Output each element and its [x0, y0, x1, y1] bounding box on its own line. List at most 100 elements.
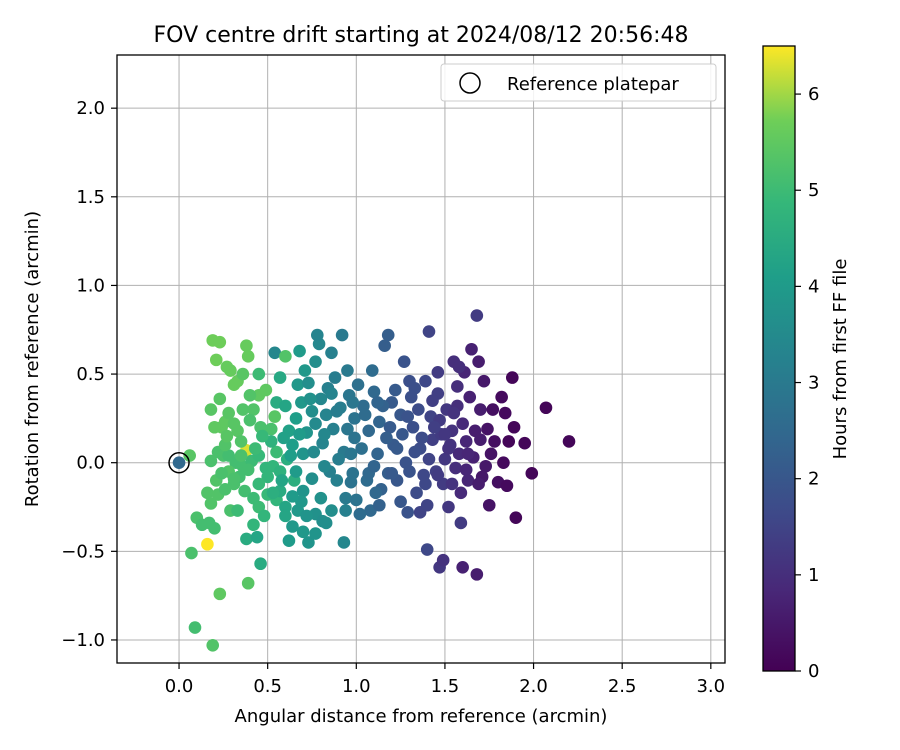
data-point-253 — [293, 428, 306, 441]
data-point-181 — [505, 371, 519, 384]
data-point-260 — [380, 431, 393, 445]
data-point-261 — [396, 428, 409, 441]
data-point-96 — [311, 328, 324, 342]
data-point-160 — [463, 390, 477, 404]
data-point-83 — [291, 378, 305, 392]
data-point-281 — [252, 477, 266, 491]
data-point-273 — [403, 465, 416, 478]
data-point-103 — [339, 491, 352, 505]
data-point-211 — [277, 431, 290, 445]
data-point-9 — [241, 350, 255, 363]
data-point-8 — [240, 339, 253, 353]
data-point-173 — [486, 403, 500, 416]
data-point-82 — [289, 412, 303, 425]
data-point-110 — [355, 442, 368, 455]
data-point-72 — [296, 484, 310, 498]
data-point-22 — [243, 389, 257, 402]
data-point-92 — [314, 392, 328, 406]
data-point-108 — [350, 493, 363, 507]
data-point-245 — [298, 364, 312, 377]
data-point-152 — [449, 461, 462, 475]
data-point-278 — [472, 477, 485, 491]
x-tick-label-2: 1.0 — [342, 676, 371, 697]
y-tick-label-4: 1.0 — [76, 275, 105, 296]
data-point-27 — [204, 454, 218, 468]
y-tick-label-6: 2.0 — [76, 98, 105, 119]
data-point-185 — [525, 467, 539, 480]
colorbar-gradient — [762, 45, 796, 672]
data-point-88 — [305, 404, 319, 418]
data-point-101 — [335, 328, 349, 342]
data-point-249 — [236, 367, 250, 381]
data-point-11 — [259, 383, 273, 397]
colorbar-tick-label-3: 3 — [808, 373, 819, 394]
data-point-57 — [208, 521, 221, 535]
data-point-193 — [470, 568, 484, 581]
data-point-205 — [318, 459, 331, 473]
data-point-234 — [442, 442, 455, 455]
data-point-256 — [330, 404, 344, 418]
data-point-226 — [279, 509, 292, 523]
data-point-243 — [431, 365, 445, 379]
data-point-74 — [309, 527, 322, 540]
data-point-206 — [305, 472, 319, 485]
data-point-258 — [358, 408, 372, 422]
data-point-3 — [213, 335, 227, 349]
data-point-283 — [234, 449, 248, 462]
data-point-69 — [282, 534, 296, 547]
data-point-236 — [461, 447, 475, 461]
colorbar-ticks: 0 1 2 3 4 5 6 — [795, 84, 819, 682]
data-point-227 — [296, 525, 310, 539]
data-point-49 — [238, 484, 251, 498]
data-point-16 — [213, 392, 227, 406]
legend-label-reference: Reference platepar — [507, 74, 679, 95]
data-point-155 — [454, 486, 468, 500]
data-point-171 — [482, 498, 496, 512]
data-point-190 — [436, 553, 450, 567]
data-point-15 — [204, 403, 218, 416]
data-point-203 — [332, 452, 345, 466]
data-point-62 — [254, 557, 267, 571]
data-point-60 — [250, 530, 264, 544]
data-point-269 — [325, 387, 338, 400]
data-point-168 — [477, 374, 491, 388]
data-point-99 — [328, 371, 342, 384]
data-point-104 — [341, 422, 354, 436]
y-tick-label-5: 1.5 — [76, 187, 105, 208]
x-tick-label-3: 1.5 — [431, 676, 460, 697]
plot-frame — [116, 54, 726, 664]
data-point-146 — [438, 452, 452, 466]
data-point-23 — [247, 403, 260, 416]
data-point-267 — [401, 410, 415, 423]
x-axis-ticks: 0.0 0.5 1.0 1.5 2.0 2.5 3.0 — [165, 663, 725, 697]
data-point-263 — [422, 452, 436, 466]
y-tick-label-1: −0.5 — [61, 541, 105, 562]
data-point-94 — [319, 408, 333, 422]
data-point-223 — [215, 467, 228, 480]
data-point-166 — [474, 403, 487, 416]
colorbar-tick-label-1: 1 — [808, 565, 819, 586]
data-point-183 — [509, 511, 523, 524]
data-point-87 — [302, 376, 315, 390]
legend-box — [440, 63, 717, 102]
data-point-237 — [474, 433, 487, 446]
colorbar-tick-label-2: 2 — [808, 469, 819, 490]
data-point-276 — [445, 477, 459, 491]
data-point-195 — [394, 495, 407, 508]
data-point-58 — [201, 537, 214, 551]
data-point-182 — [507, 420, 521, 434]
data-point-117 — [373, 415, 386, 429]
colorbar: 0 1 2 3 4 5 6 Hours from first FF file — [762, 45, 851, 682]
data-point-107 — [348, 412, 361, 425]
colorbar-tick-label-5: 5 — [808, 180, 819, 201]
x-tick-label-0: 0.0 — [165, 676, 194, 697]
data-point-177 — [497, 456, 510, 469]
data-point-179 — [500, 479, 514, 493]
data-point-265 — [447, 406, 461, 420]
data-point-239 — [341, 364, 354, 377]
data-point-229 — [339, 504, 352, 517]
data-point-176 — [495, 390, 508, 404]
data-point-4 — [209, 353, 223, 367]
data-point-212 — [275, 474, 289, 487]
data-point-133 — [412, 403, 425, 416]
